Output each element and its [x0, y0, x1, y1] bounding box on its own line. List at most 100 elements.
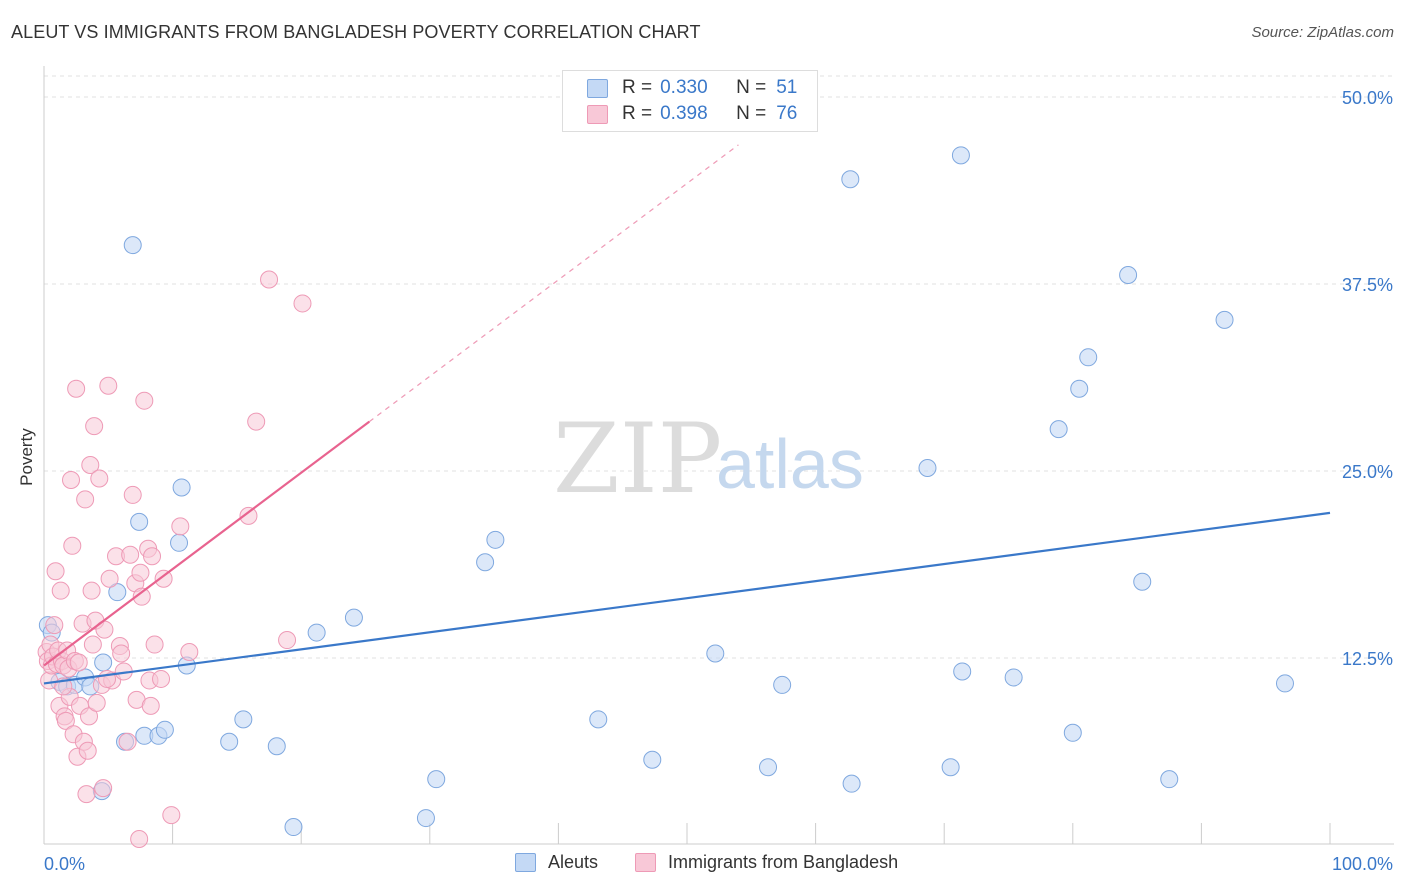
chart-title: ALEUT VS IMMIGRANTS FROM BANGLADESH POVE…: [11, 22, 701, 42]
data-point-aleuts: [234, 710, 253, 729]
data-point-aleuts: [706, 644, 725, 663]
data-point-aleuts: [130, 512, 149, 531]
data-point-bangladesh: [98, 669, 117, 688]
data-point-aleuts: [155, 720, 174, 739]
legend-swatch-aleuts: [515, 853, 536, 872]
data-point-aleuts: [589, 710, 608, 729]
data-point-bangladesh: [99, 376, 118, 395]
legend-n-value: 76: [776, 103, 798, 124]
data-point-aleuts: [842, 774, 861, 793]
trend-line-aleuts: [43, 511, 1331, 685]
data-point-bangladesh: [118, 732, 137, 751]
data-point-aleuts: [267, 737, 286, 756]
data-point-bangladesh: [80, 707, 99, 726]
data-point-bangladesh: [112, 644, 131, 663]
data-point-bangladesh: [141, 696, 160, 715]
data-point-bangladesh: [154, 569, 173, 588]
data-point-aleuts: [94, 653, 113, 672]
data-point-bangladesh: [51, 581, 70, 600]
data-point-bangladesh: [46, 562, 65, 581]
tick-labels: 12.5% 25.0% 37.5% 50.0% 0.0% 100.0%: [44, 88, 1393, 874]
data-point-bangladesh: [239, 506, 258, 525]
legend-label-bangladesh: Immigrants from Bangladesh: [668, 852, 899, 872]
data-point-aleuts: [1049, 420, 1068, 439]
x-tick-label: 100.0%: [1332, 854, 1393, 874]
data-point-bangladesh: [152, 669, 171, 688]
data-point-aleuts: [953, 662, 972, 681]
data-point-bangladesh: [123, 485, 142, 504]
data-point-aleuts: [486, 530, 505, 549]
legend-swatch-bangladesh: [635, 853, 656, 872]
data-point-aleuts: [476, 553, 495, 572]
data-point-bangladesh: [135, 391, 154, 410]
data-point-bangladesh: [85, 417, 104, 436]
data-point-bangladesh: [145, 635, 164, 654]
trend-line-bangladesh: [43, 420, 371, 667]
data-point-aleuts: [307, 623, 326, 642]
data-point-bangladesh: [62, 470, 81, 489]
data-point-bangladesh: [67, 379, 86, 398]
y-tick-label: 25.0%: [1342, 462, 1393, 482]
gridlines: [44, 75, 1394, 659]
data-point-bangladesh: [94, 779, 113, 798]
series-bangladesh: [37, 270, 312, 849]
data-point-aleuts: [344, 608, 363, 627]
data-point-aleuts: [1070, 379, 1089, 398]
data-point-aleuts: [108, 583, 127, 602]
legend-item-aleuts[interactable]: Aleuts: [515, 852, 598, 873]
data-point-aleuts: [1215, 310, 1234, 329]
data-point-aleuts: [1004, 668, 1023, 687]
data-point-bangladesh: [121, 545, 140, 564]
correlation-legend: R = 0.330 N = 51 R = 0.398 N = 76: [562, 70, 818, 132]
data-point-aleuts: [941, 758, 960, 777]
data-point-bangladesh: [143, 547, 162, 566]
trend-lines: [43, 144, 1331, 685]
legend-swatch-bangladesh: [587, 104, 608, 124]
data-point-aleuts: [284, 818, 303, 837]
data-point-bangladesh: [90, 469, 109, 488]
data-point-bangladesh: [171, 517, 190, 536]
data-point-aleuts: [1063, 723, 1082, 742]
data-point-bangladesh: [132, 587, 151, 606]
data-point-aleuts: [841, 170, 860, 189]
x-tick-label: 0.0%: [44, 854, 85, 874]
data-point-aleuts: [170, 533, 189, 552]
watermark: ZIP atlas: [553, 403, 864, 515]
data-point-bangladesh: [45, 616, 64, 635]
data-point-bangladesh: [131, 563, 150, 582]
source-label: Source: ZipAtlas.com: [1251, 24, 1394, 41]
watermark-zip: ZIP: [553, 403, 722, 515]
data-point-bangladesh: [247, 412, 266, 431]
data-point-bangladesh: [77, 785, 96, 804]
data-point-aleuts: [918, 459, 937, 478]
data-point-bangladesh: [130, 830, 149, 849]
data-point-bangladesh: [87, 693, 106, 712]
data-point-aleuts: [643, 750, 662, 769]
data-point-bangladesh: [162, 806, 181, 825]
data-point-bangladesh: [278, 631, 297, 650]
legend-n-label: N =: [736, 77, 767, 98]
data-point-aleuts: [123, 236, 142, 255]
data-point-aleuts: [773, 675, 792, 694]
data-point-bangladesh: [69, 653, 88, 672]
data-point-bangladesh: [180, 643, 199, 662]
data-point-bangladesh: [83, 635, 102, 654]
legend-r-value: 0.330: [660, 77, 708, 98]
watermark-atlas: atlas: [716, 425, 864, 503]
data-point-aleuts: [172, 478, 191, 497]
data-point-aleuts: [1079, 348, 1098, 367]
data-point-aleuts: [416, 809, 435, 828]
data-point-bangladesh: [76, 490, 95, 509]
legend-row-aleuts: R = 0.330 N = 51: [587, 76, 797, 100]
y-tick-label: 12.5%: [1342, 649, 1393, 669]
data-point-bangladesh: [82, 581, 101, 600]
data-point-aleuts: [1119, 266, 1138, 285]
legend-item-bangladesh[interactable]: Immigrants from Bangladesh: [635, 852, 898, 873]
data-point-aleuts: [1133, 572, 1152, 591]
legend-label-aleuts: Aleuts: [548, 852, 599, 872]
trend-line-bangladesh-extension: [368, 144, 739, 423]
data-point-aleuts: [951, 146, 970, 165]
legend-r-label: R =: [622, 103, 653, 124]
data-point-aleuts: [759, 758, 778, 777]
y-tick-label: 37.5%: [1342, 275, 1393, 295]
